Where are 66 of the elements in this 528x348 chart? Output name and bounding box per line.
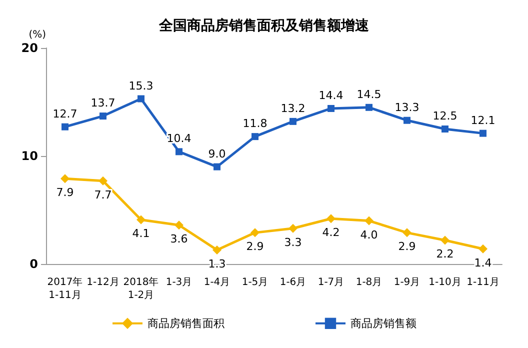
point — [290, 118, 296, 125]
x-tick-label: 2017年 1-11月 — [47, 276, 83, 301]
data-label: 4.2 — [322, 226, 340, 240]
point — [214, 163, 220, 170]
x-tick-label: 1-8月 — [356, 277, 382, 288]
point — [402, 228, 412, 238]
data-label: 1.4 — [474, 256, 492, 270]
data-label: 13.3 — [394, 100, 420, 114]
x-tick-label: 1-3月 — [166, 277, 192, 288]
data-label: 13.2 — [280, 102, 306, 115]
point — [404, 116, 410, 124]
point — [366, 104, 372, 111]
y-tick-label: 20 — [21, 41, 38, 55]
data-label: 4.0 — [360, 228, 378, 242]
y-tick-label: 0 — [30, 257, 38, 271]
point — [174, 220, 184, 230]
data-label: 12.1 — [470, 114, 496, 127]
data-label: 1.3 — [208, 257, 226, 270]
point — [60, 174, 70, 184]
point — [478, 244, 488, 254]
data-label: 12.5 — [432, 110, 458, 122]
data-label: 7.7 — [94, 188, 112, 202]
x-tick-label: 1-12月 — [86, 277, 120, 288]
data-label: 4.1 — [132, 227, 150, 240]
point — [138, 95, 144, 102]
data-label: 14.4 — [318, 88, 344, 102]
data-label: 2.9 — [246, 240, 264, 254]
data-label: 12.7 — [52, 107, 78, 120]
data-label: 15.3 — [128, 79, 154, 92]
point — [364, 216, 374, 226]
x-tick-label: 1-6月 — [280, 277, 306, 288]
point — [250, 228, 260, 238]
data-label: 13.7 — [90, 96, 116, 110]
y-axis-title: (%) — [28, 30, 46, 40]
point — [326, 214, 336, 224]
x-tick-label: 1-4月 — [204, 277, 230, 288]
point — [100, 112, 106, 120]
point — [288, 224, 298, 233]
point — [440, 236, 450, 245]
y-tick-label: 10 — [21, 149, 38, 163]
point — [176, 148, 182, 156]
legend-label: 商品房销售额 — [350, 316, 416, 330]
point — [442, 126, 448, 132]
point — [480, 130, 486, 137]
x-tick-label: 1-10月 — [428, 277, 462, 288]
chart-title: 全国商品房销售面积及销售额增速 — [158, 17, 370, 34]
data-label: 14.5 — [356, 88, 382, 101]
x-tick-label: 2018年 1-2月 — [123, 276, 159, 301]
point — [252, 133, 258, 140]
x-tick-label: 1-5月 — [242, 277, 268, 288]
data-label: 3.6 — [170, 232, 188, 246]
x-tick-label: 1-9月 — [394, 277, 420, 288]
data-label: 11.8 — [242, 117, 268, 130]
legend-label: 商品房销售面积 — [148, 316, 224, 330]
point — [98, 176, 108, 186]
point — [328, 104, 334, 112]
data-label: 9.0 — [208, 147, 226, 160]
data-label: 2.2 — [436, 248, 454, 261]
point — [136, 215, 146, 224]
point — [62, 123, 68, 130]
x-tick-label: 1-7月 — [318, 277, 344, 288]
x-tick-label: 1-11月 — [466, 277, 500, 288]
data-label: 3.3 — [284, 236, 302, 249]
data-label: 2.9 — [398, 240, 416, 254]
data-label: 7.9 — [56, 186, 74, 200]
point — [212, 245, 222, 254]
